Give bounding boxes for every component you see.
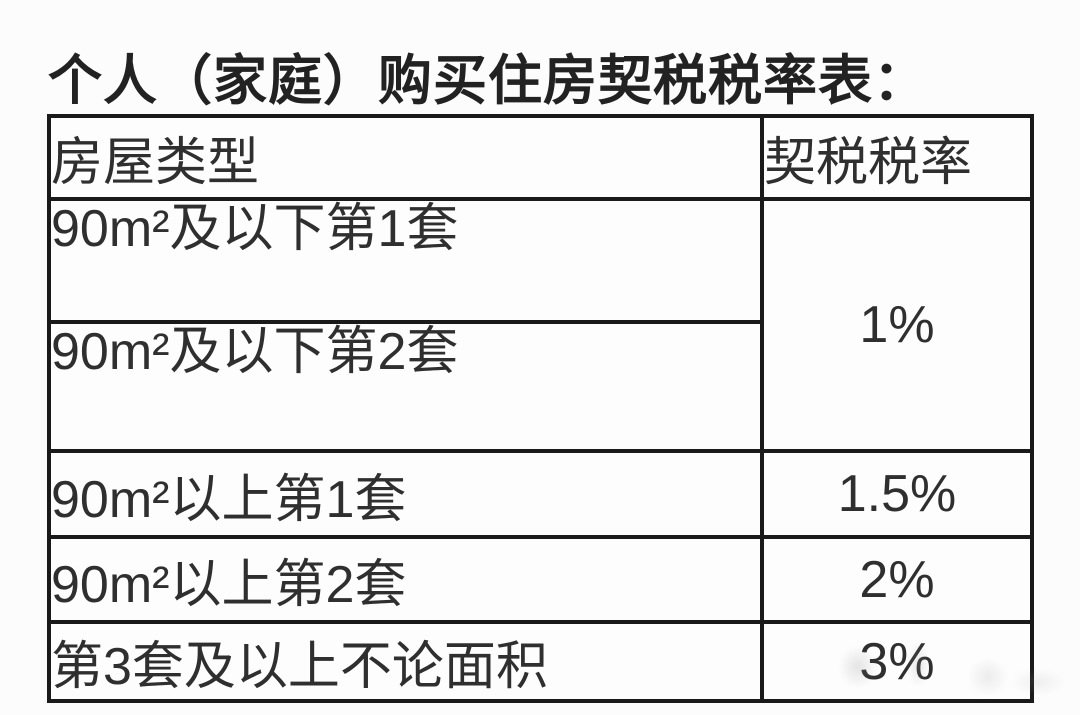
- cell-housing-type: 90m²以上第1套: [47, 449, 764, 539]
- cell-housing-type: 第3套及以上不论面积: [47, 620, 764, 703]
- table-row: 90m²以上第1套 1.5%: [47, 449, 1034, 539]
- deed-tax-rate-table: 房屋类型 契税税率 90m²及以下第1套 1% 90m²及以下第2套 90m²以…: [47, 114, 1034, 703]
- cell-tax-rate: 3%: [760, 620, 1034, 703]
- table-row: 90m²以上第2套 2%: [47, 535, 1034, 624]
- header-cell-housing-type: 房屋类型: [47, 114, 764, 201]
- header-cell-tax-rate: 契税税率: [760, 114, 1034, 201]
- cell-tax-rate: 1.5%: [760, 449, 1034, 539]
- table-header-row: 房屋类型 契税税率: [47, 114, 1034, 201]
- cell-housing-type: 90m²以上第2套: [47, 535, 764, 624]
- page-title: 个人（家庭）购买住房契税税率表：: [48, 51, 928, 111]
- cell-tax-rate-merged: 1%: [760, 197, 1034, 453]
- table-row: 90m²及以下第1套 1%: [47, 197, 1034, 453]
- table-row: 第3套及以上不论面积 3%: [47, 620, 1034, 703]
- cell-housing-type: 90m²及以下第2套: [47, 320, 764, 453]
- cell-tax-rate: 2%: [760, 535, 1034, 624]
- table-row: 90m²及以下第2套: [47, 320, 1032, 453]
- cell-housing-type: 90m²及以下第1套: [47, 197, 764, 324]
